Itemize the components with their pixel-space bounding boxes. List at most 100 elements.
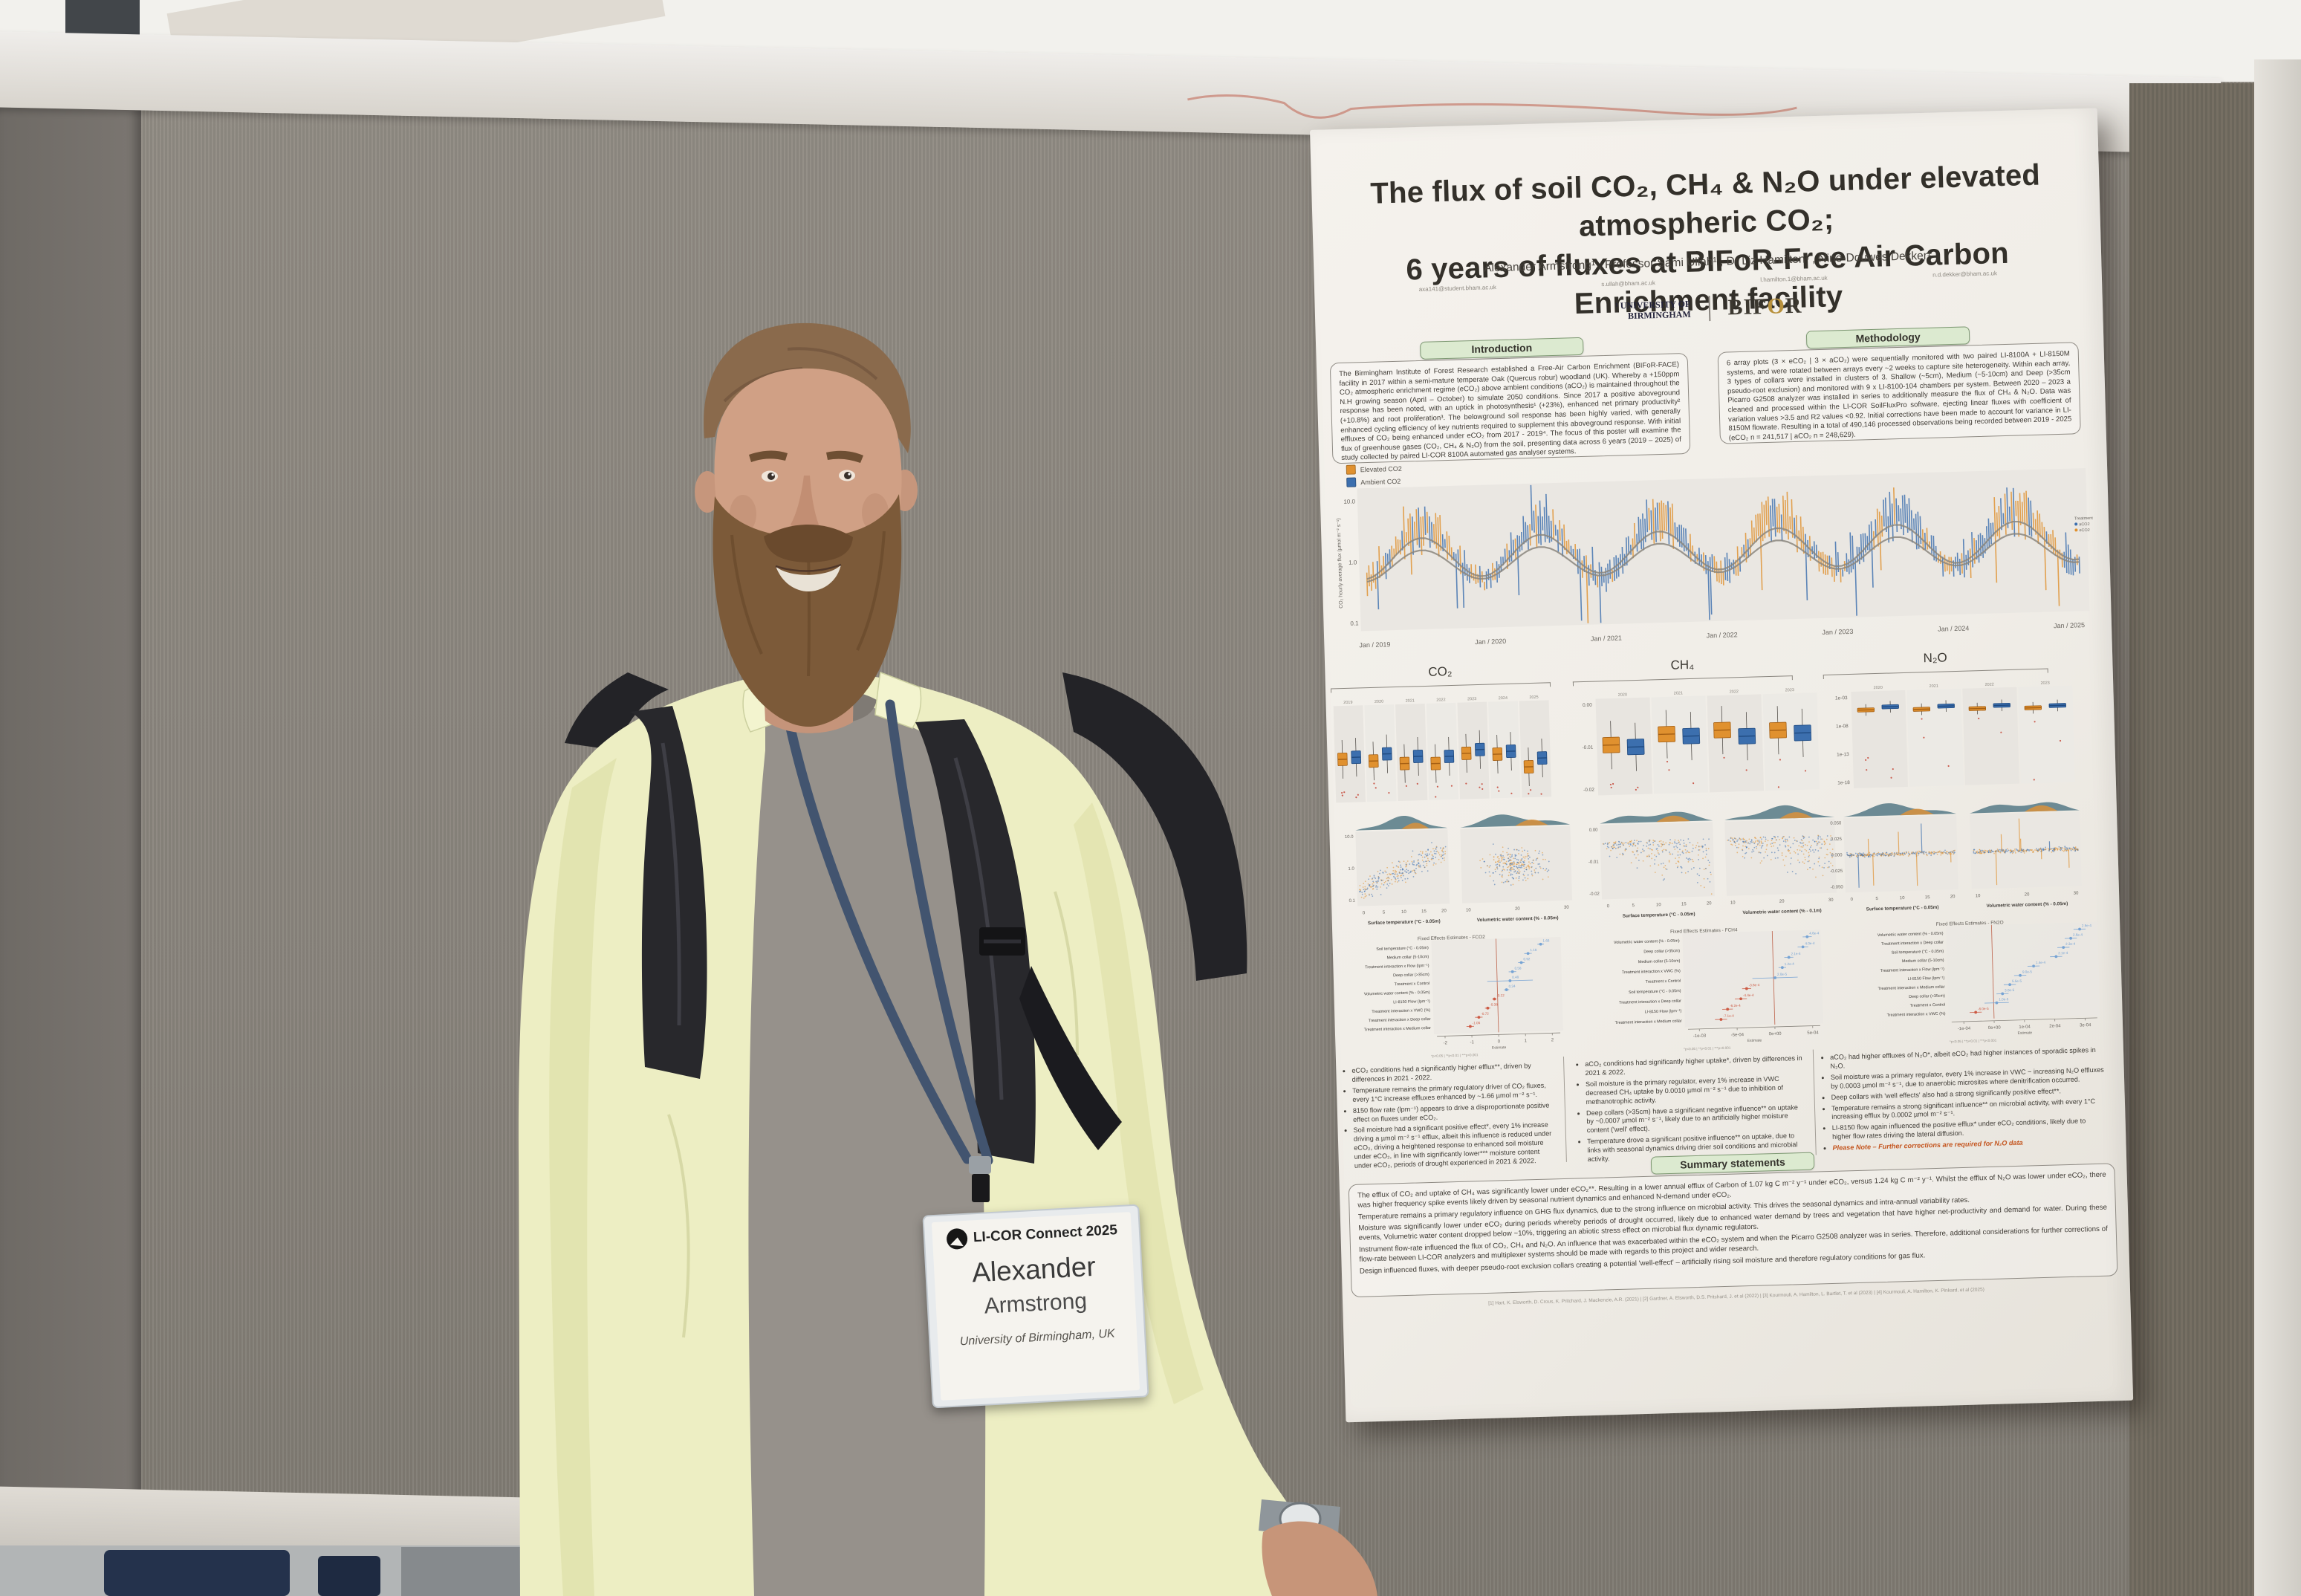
n2o-boxplot: 1e-03 1e-08 1e-13 1e-18 2020 2021 2022 2023	[1835, 681, 2075, 788]
elevated-co2-swatch	[1346, 464, 1356, 475]
svg-text:Jan / 2023: Jan / 2023	[1822, 628, 1853, 636]
ch4-finding: Deep collars (>35cm) have a significant …	[1586, 1103, 1805, 1135]
svg-text:1.0: 1.0	[1348, 867, 1354, 872]
svg-text:0.00: 0.00	[1589, 828, 1599, 833]
svg-text:Treatment interaction x Medium: Treatment interaction x Medium collar	[1364, 1026, 1431, 1033]
svg-text:2024: 2024	[1499, 696, 1508, 701]
gas-header-n2o: N₂O	[1923, 650, 1947, 666]
svg-text:Volumetric water content (% -: Volumetric water content (% - 0.05m)	[1878, 932, 1944, 938]
svg-text:30: 30	[1828, 898, 1834, 903]
svg-text:2020: 2020	[1375, 700, 1383, 704]
ambient-co2-swatch	[1346, 477, 1357, 487]
co2-finding: 8150 flow rate (lpm⁻¹) appears to drive …	[1353, 1101, 1558, 1124]
svg-text:0.48: 0.48	[1512, 976, 1519, 979]
svg-text:-0.025: -0.025	[1830, 869, 1843, 874]
svg-text:1.0: 1.0	[1349, 559, 1357, 565]
svg-text:0.050: 0.050	[1830, 821, 1842, 825]
svg-text:4.6e-4: 4.6e-4	[1809, 931, 1820, 935]
svg-text:2022: 2022	[1436, 698, 1445, 702]
svg-text:Deep collar (>35cm): Deep collar (>35cm)	[1909, 994, 1945, 999]
svg-text:1.2e-4: 1.2e-4	[1785, 962, 1795, 966]
summary-text: The efflux of CO₂ and uptake of CH₄ was …	[1348, 1163, 2118, 1298]
svg-text:Volumetric water content (% -: Volumetric water content (% - 0.05m)	[1987, 901, 2068, 909]
svg-text:2023: 2023	[1785, 688, 1794, 692]
svg-text:2021: 2021	[1930, 684, 1938, 689]
svg-text:2019: 2019	[1343, 701, 1352, 705]
svg-text:-6.0e-5: -6.0e-5	[1978, 1007, 1989, 1011]
svg-text:0e+00: 0e+00	[1988, 1025, 2002, 1030]
svg-text:0.00: 0.00	[1583, 703, 1592, 708]
svg-text:LI-8150 Flow (lpm⁻¹): LI-8150 Flow (lpm⁻¹)	[1908, 976, 1945, 982]
svg-text:-0.12: -0.12	[1496, 993, 1505, 997]
svg-text:Treatment interaction x Medium: Treatment interaction x Medium collar	[1615, 1019, 1682, 1025]
svg-text:-1e-04: -1e-04	[1958, 1027, 1971, 1032]
svg-text:10: 10	[1656, 903, 1662, 907]
svg-text:Fixed Effects Estimates - FN2O: Fixed Effects Estimates - FN2O	[1936, 920, 2004, 927]
svg-text:0: 0	[1498, 1039, 1501, 1044]
svg-text:Treatment x Control: Treatment x Control	[1646, 979, 1681, 984]
bifor-text: R	[1785, 293, 1802, 319]
svg-text:Fixed Effects Estimates - FCH4: Fixed Effects Estimates - FCH4	[1670, 927, 1738, 935]
svg-text:0.000: 0.000	[1831, 853, 1843, 857]
svg-text:Jan / 2019: Jan / 2019	[1359, 640, 1390, 649]
svg-text:Medium collar (5-10cm): Medium collar (5-10cm)	[1638, 959, 1681, 965]
svg-text:2e-04: 2e-04	[2049, 1024, 2061, 1028]
floor-object	[318, 1556, 380, 1596]
svg-text:5.5e-5: 5.5e-5	[2012, 979, 2022, 983]
svg-text:Treatment interaction x Flow (: Treatment interaction x Flow (lpm⁻¹)	[1365, 964, 1429, 970]
co2-vwc-scatter: 10 20 30 Volumetric water content (% - 0.05…	[1460, 814, 1573, 923]
ch4-vwc-scatter: 10 20 30 Volumetric water content (% - 0.1m…	[1724, 805, 1837, 915]
svg-text:Soil temperature (°C - 0.05m): Soil temperature (°C - 0.05m)	[1629, 989, 1681, 995]
svg-text:-1: -1	[1470, 1040, 1475, 1045]
svg-text:15: 15	[1421, 909, 1427, 914]
mini-legend-eco2: eCO2	[2074, 527, 2107, 533]
legend-label: Elevated CO2	[1360, 464, 1402, 473]
svg-text:Treatment interaction x VWC (%: Treatment interaction x VWC (%)	[1372, 1008, 1430, 1014]
svg-text:10.0: 10.0	[1345, 835, 1354, 840]
svg-text:1.66: 1.66	[1542, 938, 1550, 942]
n2o-findings-list: aCO₂ had higher effluxes of N₂O*, albeit…	[1820, 1046, 2107, 1156]
svg-text:-0.02: -0.02	[1589, 892, 1600, 896]
svg-text:-0.02: -0.02	[1583, 788, 1594, 793]
floor-object	[401, 1547, 542, 1596]
svg-text:-0.38: -0.38	[1490, 1002, 1498, 1006]
svg-text:-5e-04: -5e-04	[1731, 1033, 1745, 1038]
treatment-mini-legend: Treatment aCO2 eCO2	[2074, 515, 2108, 533]
svg-text:LI-8150 Flow (lpm⁻¹): LI-8150 Flow (lpm⁻¹)	[1393, 999, 1430, 1005]
co2-finding: eCO₂ conditions had a significantly high…	[1351, 1061, 1557, 1084]
svg-text:1e-18: 1e-18	[1837, 780, 1850, 785]
svg-text:20: 20	[1441, 909, 1447, 913]
co2-finding: Temperature remains the primary regulato…	[1352, 1081, 1557, 1104]
badge-first-name: Alexander	[971, 1250, 1097, 1288]
badge-event: LI-COR Connect 2025	[973, 1222, 1118, 1246]
svg-text:30: 30	[2074, 892, 2080, 896]
svg-text:Soil temperature (°C - 0.05m): Soil temperature (°C - 0.05m)	[1376, 946, 1429, 952]
svg-text:2025: 2025	[1529, 695, 1538, 700]
svg-text:Treatment interaction x Medium: Treatment interaction x Medium collar	[1878, 985, 1945, 992]
board-top-rail	[0, 31, 2222, 155]
svg-text:2.6e-4: 2.6e-4	[2073, 932, 2083, 936]
ch4-temperature-scatter: 0 5 10 15 20 Surface temperature (°C - 0.05m)…	[1588, 811, 1716, 919]
svg-text:20: 20	[1515, 906, 1521, 911]
svg-text:10: 10	[1976, 894, 1982, 898]
svg-text:0: 0	[1607, 904, 1610, 909]
svg-text:1e-08: 1e-08	[1836, 724, 1849, 729]
svg-text:1.18: 1.18	[1530, 948, 1537, 952]
svg-text:0.1: 0.1	[1350, 620, 1359, 626]
research-poster: The flux of soil CO₂, CH₄ & N₂O under el…	[1310, 108, 2134, 1423]
svg-text:-3.6e-4: -3.6e-4	[1749, 983, 1760, 987]
svg-text:0.92: 0.92	[1523, 957, 1531, 961]
svg-text:1e-13: 1e-13	[1837, 752, 1849, 757]
floor-object	[104, 1550, 290, 1596]
svg-text:2021: 2021	[1674, 691, 1683, 695]
svg-text:Treatment interaction x Flow (: Treatment interaction x Flow (lpm⁻¹)	[1880, 967, 1945, 973]
svg-text:5: 5	[1632, 904, 1635, 908]
svg-text:Medium collar (5-10cm): Medium collar (5-10cm)	[1902, 958, 1944, 964]
svg-text:0.58: 0.58	[1514, 966, 1522, 970]
svg-text:20: 20	[1707, 901, 1713, 906]
svg-text:Jan / 2025: Jan / 2025	[2054, 621, 2085, 629]
svg-text:Volumetric water content (% -: Volumetric water content (% - 0.1m)	[1742, 908, 1821, 915]
svg-text:2.9e-4: 2.9e-4	[2082, 924, 2092, 927]
gas-header-co2: CO₂	[1428, 664, 1453, 679]
svg-text:-6.2e-4: -6.2e-4	[1730, 1004, 1741, 1008]
